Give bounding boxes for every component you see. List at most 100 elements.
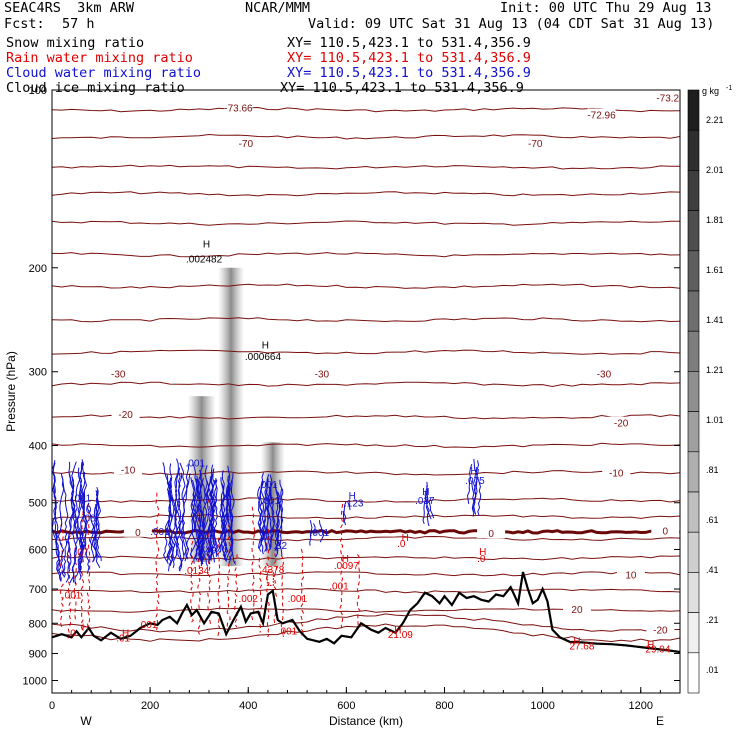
cloud-water-contour xyxy=(220,477,228,562)
cloud-water-contour xyxy=(208,477,218,549)
rain-contour xyxy=(233,554,238,628)
cloud-water-contour xyxy=(179,473,191,556)
mixing-ratio-label: .0134 xyxy=(184,566,209,577)
rain-contour xyxy=(300,548,305,636)
cloud-water-contour xyxy=(471,460,480,517)
colorbar-swatch xyxy=(687,411,700,453)
cloud-water-contour xyxy=(261,474,270,540)
cloud-water-contour xyxy=(257,486,264,549)
temperature-label-bg xyxy=(589,367,618,379)
colorbar-swatch xyxy=(687,491,700,533)
cloud-water-contour xyxy=(257,480,264,555)
x-tick-label: 1000 xyxy=(530,700,554,712)
cloud-water-contour xyxy=(258,481,266,552)
colorbar-swatch xyxy=(687,170,700,211)
y-tick-label: 200 xyxy=(29,263,47,275)
mixing-ratio-label: .001 xyxy=(278,627,298,638)
y-tick-label: 1000 xyxy=(23,675,47,687)
temperature-label-bg xyxy=(114,463,143,475)
mixing-ratio-label: H xyxy=(479,547,486,558)
rain-maximum-box xyxy=(266,571,274,586)
cloud-water-contour xyxy=(166,479,173,560)
isotherm-line xyxy=(52,191,680,197)
temperature-label: -10 xyxy=(121,465,136,476)
y-tick-label: 800 xyxy=(29,618,47,630)
mixing-ratio-label: H xyxy=(349,491,356,502)
y-tick-label: 100 xyxy=(29,85,47,97)
temperature-label: 0 xyxy=(488,529,494,540)
isotherm-line xyxy=(52,535,680,542)
x-tick-label: 600 xyxy=(337,700,355,712)
field-rain-label: Rain water mixing ratio xyxy=(6,50,193,66)
colorbar-label: .41 xyxy=(706,565,719,575)
cloud-water-contour xyxy=(199,481,205,565)
cloud-water-contour xyxy=(310,530,314,535)
forecast-label: Fcst: xyxy=(4,16,45,32)
rain-contour xyxy=(280,555,285,638)
colorbar-label: .81 xyxy=(706,465,719,475)
mixing-ratio-label: .075 xyxy=(465,476,485,487)
temperature-label: -20 xyxy=(653,626,668,637)
cloud-water-contour xyxy=(190,463,203,562)
mixing-ratio-label: .001 xyxy=(186,458,206,469)
mixing-ratio-label: H xyxy=(203,240,210,251)
mixing-ratio-label: .32 xyxy=(273,541,287,552)
isotherm-line xyxy=(52,497,680,503)
field-snow-label: Snow mixing ratio xyxy=(6,35,145,51)
colorbar-swatch xyxy=(687,250,700,292)
cloud-water-contour xyxy=(471,480,475,503)
temperature-label: -30 xyxy=(315,369,330,380)
colorbar-label: 1.01 xyxy=(706,415,724,425)
cloud-water-contour xyxy=(193,475,201,564)
colorbar-swatch xyxy=(687,612,700,654)
mixing-ratio-label: .001 xyxy=(288,594,308,605)
y-tick-label: 500 xyxy=(29,498,47,510)
valid-time: Valid: 09 UTC Sat 31 Aug 13 (04 CDT Sat … xyxy=(308,16,715,32)
x-tick-label: 200 xyxy=(141,700,159,712)
mixing-ratio-label: .001 xyxy=(258,480,278,491)
field-cloudwater-xy: XY= 110.5,423.1 to 531.4,356.9 xyxy=(287,65,531,81)
cloud-water-contour xyxy=(268,488,276,551)
rain-contour xyxy=(155,492,160,630)
colorbar-swatch xyxy=(687,330,700,372)
institution-label: NCAR/MMM xyxy=(245,0,311,16)
temperature-contours xyxy=(52,106,680,643)
isotherm-line xyxy=(52,470,680,476)
mixing-ratio-label: .002482 xyxy=(186,255,223,266)
isotherm-line xyxy=(52,220,680,226)
freezing-level-line xyxy=(52,528,680,535)
y-tick-label: 600 xyxy=(29,544,47,556)
temperature-label-bg xyxy=(651,524,680,536)
isotherm-line xyxy=(52,381,680,388)
rain-contour xyxy=(217,537,221,637)
isotherm-line xyxy=(52,133,680,140)
colorbar-label: .61 xyxy=(706,515,719,525)
cloud-water-contour xyxy=(342,510,345,523)
cloud-water-contour xyxy=(197,465,208,557)
cloud-water-contour xyxy=(219,482,226,553)
y-axis-title: Pressure (hPa) xyxy=(4,351,18,432)
temperature-label: -70 xyxy=(239,139,254,150)
rain-contour xyxy=(59,516,64,629)
mixing-ratio-label: .001 xyxy=(138,620,158,631)
temperature-label: -30 xyxy=(597,369,612,380)
temperature-label: 20 xyxy=(571,605,583,616)
colorbar-swatch xyxy=(687,652,700,694)
mixing-ratio-label: .123 xyxy=(344,499,364,510)
init-time: Init: 00 UTC Thu 29 Aug 13 xyxy=(500,0,712,16)
temperature-label-bg xyxy=(123,525,152,537)
field-rain-xy: XY= 110.5,423.1 to 531.4,356.9 xyxy=(287,50,531,66)
cloud-water-contour xyxy=(189,476,203,558)
mixing-ratio-label: H xyxy=(122,629,129,640)
mixing-ratio-label: .0097 xyxy=(334,561,359,572)
cloud-water-contour xyxy=(68,461,77,583)
mixing-ratio-label: H xyxy=(470,466,477,477)
east-label: E xyxy=(656,714,664,728)
cloud-water-contour xyxy=(210,479,219,557)
cloud-water-contour xyxy=(176,467,183,572)
cloud-water-contour xyxy=(309,520,313,546)
rain-contour xyxy=(251,506,256,623)
